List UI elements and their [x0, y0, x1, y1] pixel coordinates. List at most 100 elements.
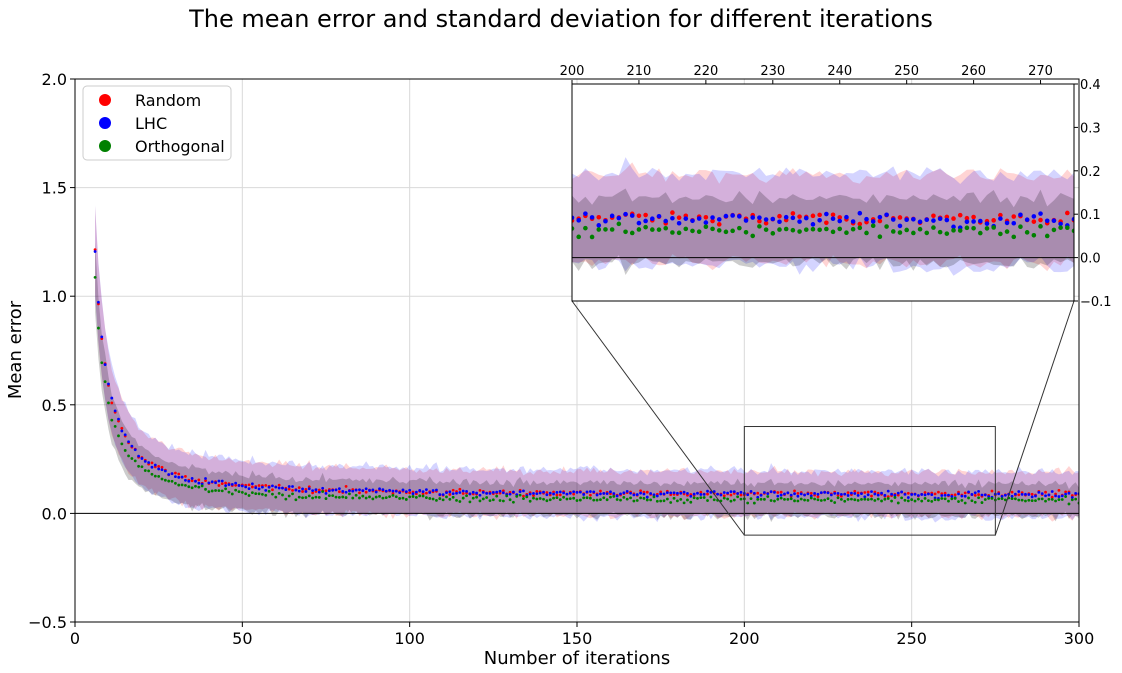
- main-point-orthogonal: [441, 498, 445, 502]
- main-point-random: [809, 491, 813, 495]
- main-point-orthogonal: [425, 496, 428, 500]
- main-point-random: [157, 465, 161, 468]
- main-point-orthogonal: [431, 497, 435, 501]
- main-point-random: [853, 489, 857, 493]
- inset-point-orthogonal: [690, 228, 695, 234]
- main-point-orthogonal: [371, 497, 375, 501]
- main-point-random: [906, 491, 910, 495]
- main-point-orthogonal: [933, 498, 937, 502]
- main-point-orthogonal: [264, 493, 268, 497]
- y-tick-label: 2.0: [42, 70, 67, 89]
- main-point-orthogonal: [702, 496, 706, 499]
- inset-point-orthogonal: [623, 229, 628, 235]
- main-point-orthogonal: [950, 497, 954, 501]
- inset-point-lhc: [703, 220, 709, 225]
- main-point-lhc: [890, 492, 893, 496]
- inset-point-orthogonal: [1024, 230, 1030, 235]
- x-tick-label: 200: [729, 629, 760, 648]
- main-point-lhc: [441, 493, 445, 496]
- main-point-lhc: [495, 490, 499, 494]
- inset-point-lhc: [757, 215, 762, 220]
- main-point-lhc: [752, 491, 756, 495]
- x-axis-label: Number of iterations: [484, 648, 671, 669]
- main-point-orthogonal: [331, 494, 335, 497]
- main-point-lhc: [809, 494, 813, 498]
- main-point-lhc: [281, 486, 284, 490]
- inset-point-lhc: [676, 220, 682, 226]
- main-point-lhc: [425, 488, 428, 492]
- main-point-lhc: [739, 490, 743, 494]
- main-point-orthogonal: [558, 498, 562, 502]
- main-point-orthogonal: [836, 496, 840, 500]
- main-point-orthogonal: [1024, 499, 1027, 503]
- main-point-orthogonal: [250, 491, 254, 495]
- main-point-orthogonal: [662, 499, 666, 503]
- main-point-orthogonal: [311, 496, 315, 500]
- main-point-orthogonal: [1047, 497, 1051, 501]
- main-point-lhc: [327, 489, 331, 493]
- main-point-lhc: [180, 475, 184, 479]
- inset-point-orthogonal: [1051, 227, 1057, 233]
- legend-label-random: Random: [135, 91, 201, 110]
- inset-point-lhc: [844, 214, 849, 220]
- main-point-orthogonal: [170, 479, 174, 483]
- main-point-lhc: [532, 492, 535, 495]
- inset-point-lhc: [683, 216, 689, 221]
- main-point-lhc: [257, 487, 261, 491]
- main-point-lhc: [140, 457, 144, 460]
- inset-point-orthogonal: [830, 229, 836, 235]
- main-point-orthogonal: [843, 499, 847, 503]
- main-point-orthogonal: [522, 497, 525, 501]
- main-point-lhc: [906, 496, 910, 499]
- main-point-orthogonal: [916, 497, 920, 501]
- main-point-random: [271, 488, 274, 492]
- x-tick-label: 250: [896, 629, 927, 648]
- main-point-orthogonal: [458, 500, 462, 503]
- inset-point-orthogonal: [723, 229, 729, 235]
- main-point-orthogonal: [585, 496, 589, 500]
- chart-title: The mean error and standard deviation fo…: [188, 5, 933, 33]
- main-point-orthogonal: [803, 498, 806, 502]
- main-point-lhc: [632, 493, 636, 497]
- main-point-orthogonal: [237, 490, 241, 494]
- main-point-lhc: [331, 488, 335, 492]
- main-point-orthogonal: [120, 442, 124, 446]
- main-point-orthogonal: [776, 497, 780, 501]
- main-point-orthogonal: [274, 495, 278, 499]
- main-point-orthogonal: [1057, 498, 1061, 501]
- main-point-orthogonal: [485, 496, 489, 499]
- y-axis-label: Mean error: [5, 300, 26, 399]
- main-point-orthogonal: [93, 275, 97, 279]
- main-point-random: [558, 493, 562, 497]
- main-point-lhc: [414, 490, 418, 494]
- main-point-orthogonal: [261, 492, 264, 496]
- inset-point-orthogonal: [850, 226, 856, 232]
- main-point-lhc: [388, 488, 391, 492]
- main-point-lhc: [609, 490, 612, 494]
- inset-point-lhc: [750, 215, 756, 220]
- main-point-lhc: [1064, 492, 1068, 496]
- main-point-random: [1057, 489, 1061, 492]
- main-point-orthogonal: [358, 496, 361, 500]
- main-point-lhc: [548, 491, 552, 495]
- main-point-random: [277, 483, 281, 487]
- main-point-orthogonal: [200, 484, 204, 488]
- main-point-lhc: [682, 490, 686, 494]
- main-point-orthogonal: [1037, 497, 1041, 501]
- main-point-lhc: [866, 493, 870, 497]
- main-point-orthogonal: [595, 498, 599, 502]
- main-point-orthogonal: [706, 499, 709, 502]
- main-point-random: [937, 490, 940, 494]
- main-point-orthogonal: [107, 401, 110, 405]
- main-point-orthogonal: [1064, 495, 1068, 498]
- inset-point-orthogonal: [603, 227, 608, 232]
- main-point-lhc: [538, 491, 542, 495]
- main-point-lhc: [391, 489, 395, 493]
- legend: Random LHC Orthogonal: [82, 85, 232, 161]
- main-point-lhc: [756, 495, 760, 499]
- main-point-random: [250, 485, 254, 489]
- main-point-lhc: [763, 491, 766, 494]
- main-point-lhc: [843, 492, 847, 496]
- main-point-random: [729, 493, 733, 497]
